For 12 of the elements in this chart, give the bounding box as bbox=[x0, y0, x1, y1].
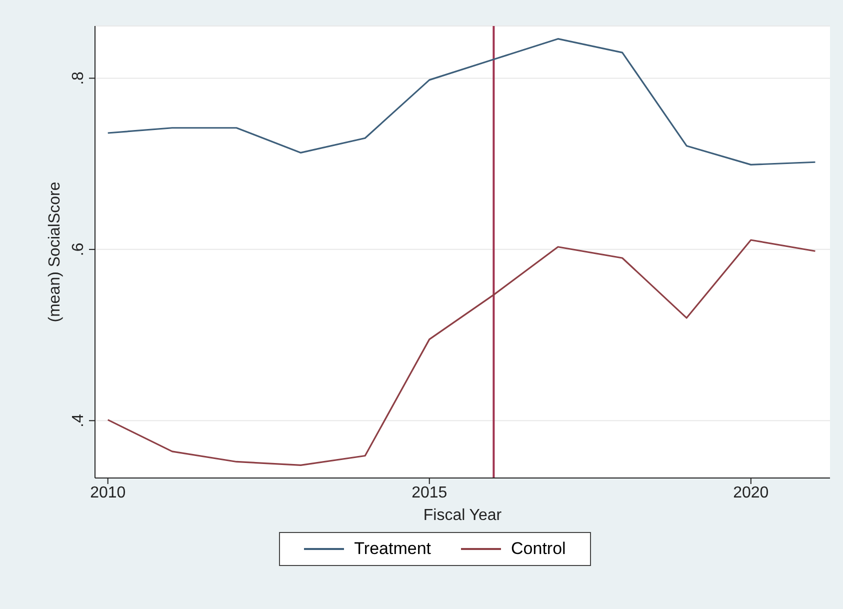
y-tick-label: .4 bbox=[70, 414, 87, 428]
x-tick-label: 2015 bbox=[412, 484, 448, 502]
line-series bbox=[107, 38, 816, 166]
y-axis-title: (mean) SocialScore bbox=[46, 182, 64, 322]
line-series bbox=[107, 239, 816, 466]
x-tick-label: 2020 bbox=[733, 484, 769, 502]
legend-label: Control bbox=[511, 539, 566, 559]
legend-label: Treatment bbox=[354, 539, 432, 559]
y-tick-label: .8 bbox=[70, 71, 87, 85]
x-axis-title: Fiscal Year bbox=[423, 507, 502, 524]
y-tick-label: .6 bbox=[70, 242, 87, 256]
x-tick-label: 2010 bbox=[90, 484, 126, 502]
